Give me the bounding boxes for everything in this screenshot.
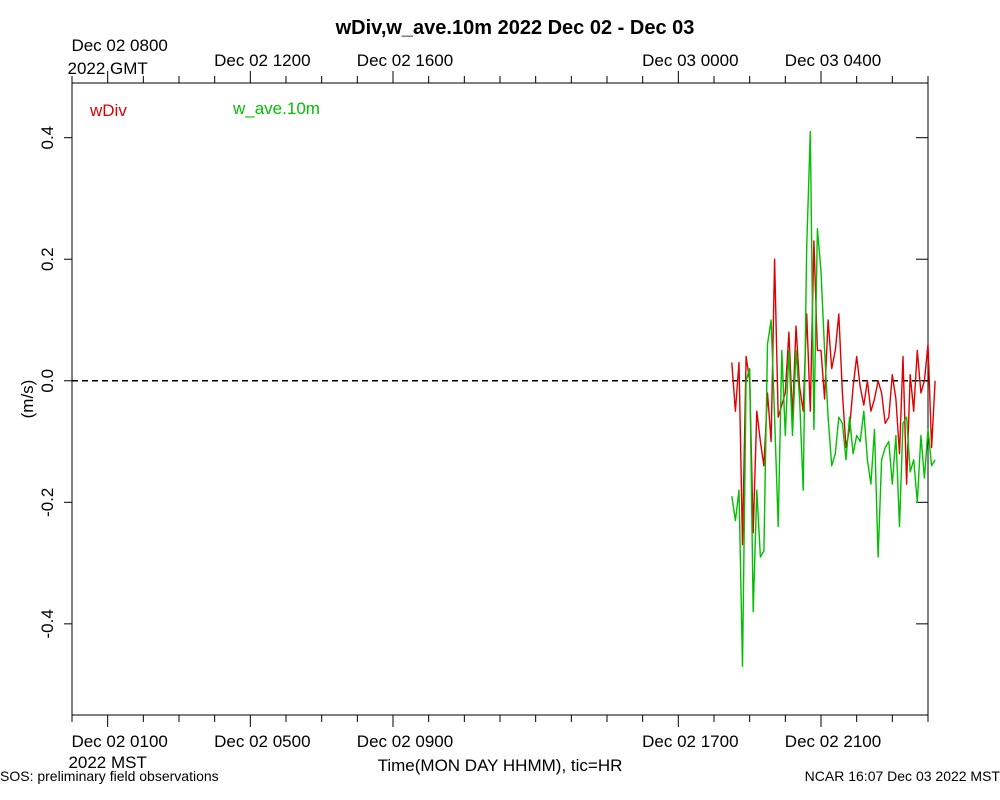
y-tick-label: -0.2	[38, 488, 57, 517]
x-tick-label-bottom: Dec 02 0900	[357, 732, 453, 751]
x-tick-label-top: Dec 03 0400	[785, 51, 881, 70]
x-tick-label-top: Dec 02 1600	[357, 51, 453, 70]
x-tick-label-top: Dec 03 0000	[642, 51, 738, 70]
x-tick-label-top-sub: 2022 GMT	[68, 59, 148, 78]
y-tick-label: 0.2	[38, 247, 57, 271]
axis-ticks	[64, 71, 929, 727]
y-tick-label: -0.4	[38, 609, 57, 638]
x-tick-label-bottom: Dec 02 2100	[785, 732, 881, 751]
legend-entry-w-ave-10m: w_ave.10m	[232, 99, 320, 118]
legend-entry-wdiv: wDiv	[89, 101, 127, 120]
tick-labels: -0.4 -0.2 0.0 0.2 0.4 Dec 02 0100 2022 MST Dec …	[38, 36, 881, 772]
x-tick-label-bottom: Dec 02 0500	[214, 732, 310, 751]
y-tick-label: 0.4	[38, 126, 57, 150]
series-line-w-ave-10m	[731, 130, 936, 668]
footer-left: SOS: preliminary field observations	[0, 768, 219, 784]
y-tick-label: 0.0	[38, 369, 57, 393]
x-tick-label-bottom: Dec 02 1700	[642, 732, 738, 751]
x-tick-label-top: Dec 02 1200	[214, 51, 310, 70]
x-axis-title: Time(MON DAY HHMM), tic=HR	[378, 756, 623, 775]
footer-right: NCAR 16:07 Dec 03 2022 MST	[805, 768, 1000, 784]
series-line-wdiv	[731, 240, 936, 546]
series-group	[731, 130, 936, 668]
x-tick-label-top: Dec 02 0800	[71, 36, 167, 55]
y-axis-title: (m/s)	[18, 380, 37, 419]
x-tick-label-bottom: Dec 02 0100	[71, 732, 167, 751]
chart-title: wDiv,w_ave.10m 2022 Dec 02 - Dec 03	[335, 17, 695, 39]
x-tick-label-bottom-sub: 2022 MST	[68, 753, 146, 772]
